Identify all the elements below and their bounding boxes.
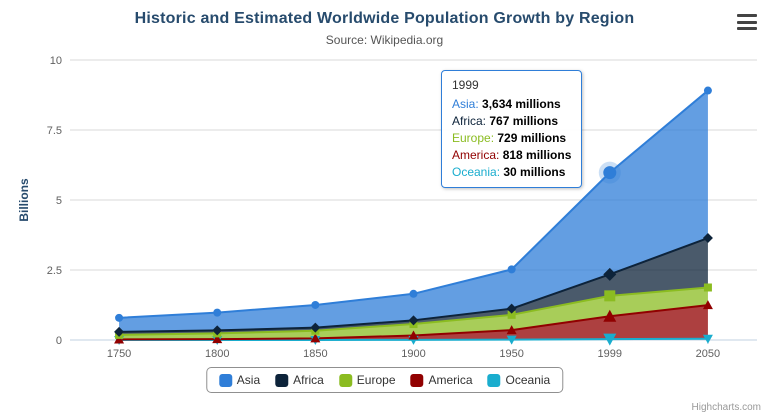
legend-item-africa[interactable]: Africa (275, 373, 324, 387)
svg-text:2.5: 2.5 (47, 265, 62, 277)
legend-label: Africa (293, 373, 324, 387)
svg-text:1950: 1950 (499, 348, 523, 360)
hamburger-icon (737, 14, 757, 17)
svg-text:0: 0 (56, 335, 62, 347)
tooltip-series-value: 729 millions (497, 131, 567, 145)
svg-text:1900: 1900 (401, 348, 425, 360)
tooltip-row: Europe: 729 millions (452, 130, 571, 147)
tooltip-series-label: Asia: (452, 97, 483, 111)
legend-swatch-icon (410, 373, 424, 387)
legend-label: Europe (356, 373, 396, 387)
tooltip-series-label: Europe: (452, 131, 498, 145)
svg-text:2050: 2050 (696, 348, 720, 360)
svg-text:1800: 1800 (205, 348, 229, 360)
tooltip-series-value: 767 millions (489, 114, 559, 128)
hamburger-icon (737, 20, 757, 24)
tooltip-series-value: 818 millions (502, 148, 572, 162)
legend-item-europe[interactable]: Europe (338, 373, 396, 387)
legend-item-asia[interactable]: Asia (218, 373, 261, 387)
tooltip-row: America: 818 millions (452, 147, 571, 164)
chart-title: Historic and Estimated Worldwide Populat… (134, 10, 635, 27)
tooltip-series-label: Oceania: (452, 165, 504, 179)
legend-swatch-icon (487, 373, 501, 387)
legend-label: Asia (236, 373, 261, 387)
svg-text:10: 10 (50, 55, 62, 67)
tooltip-row: Asia: 3,634 millions (452, 96, 571, 113)
svg-text:5: 5 (56, 195, 62, 207)
export-menu-button[interactable] (737, 13, 757, 31)
legend-item-america[interactable]: America (410, 373, 473, 387)
svg-text:7.5: 7.5 (47, 125, 62, 137)
svg-text:1750: 1750 (107, 348, 131, 360)
legend: Asia Africa Europe America Oceania (205, 367, 564, 393)
credits-link[interactable]: Highcharts.com (691, 402, 761, 413)
svg-text:1999: 1999 (598, 348, 622, 360)
legend-item-oceania[interactable]: Oceania (487, 373, 551, 387)
tooltip-row: Oceania: 30 millions (452, 164, 571, 181)
hamburger-icon (737, 27, 757, 30)
tooltip-series-value: 30 millions (503, 165, 566, 179)
chart-subtitle: Source: Wikipedia.org (325, 33, 444, 47)
tooltip-series-value: 3,634 millions (482, 97, 561, 111)
tooltip-header: 1999 (452, 78, 479, 92)
tooltip-series-label: America: (452, 148, 503, 162)
tooltip: 1999 Asia: 3,634 millions Africa: 767 mil… (441, 70, 583, 188)
legend-swatch-icon (275, 373, 289, 387)
legend-swatch-icon (218, 373, 232, 387)
legend-swatch-icon (338, 373, 352, 387)
tooltip-row: Africa: 767 millions (452, 113, 571, 130)
tooltip-series-label: Africa: (452, 114, 490, 128)
svg-text:Billions: Billions (17, 178, 31, 222)
legend-label: Oceania (505, 373, 551, 387)
svg-text:1850: 1850 (303, 348, 327, 360)
legend-label: America (428, 373, 473, 387)
